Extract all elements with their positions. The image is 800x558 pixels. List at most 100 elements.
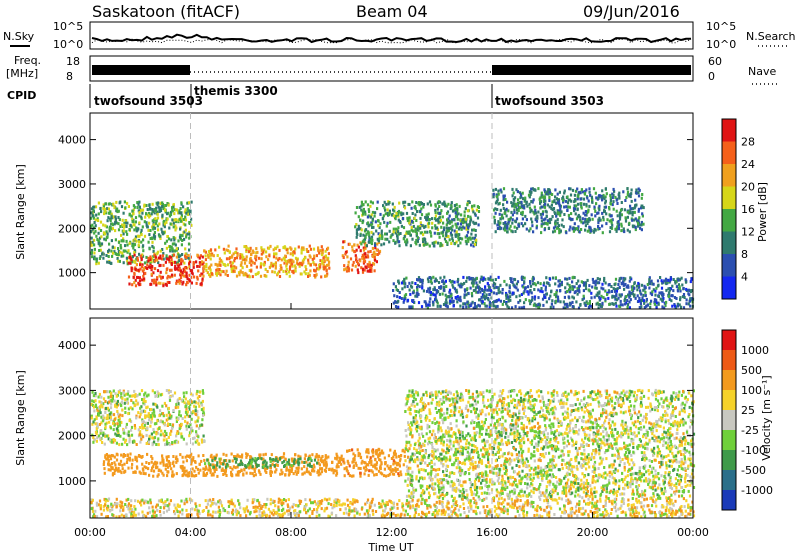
heatmap-cell bbox=[359, 219, 361, 222]
heatmap-cell bbox=[139, 276, 141, 279]
heatmap-cell bbox=[156, 394, 158, 397]
heatmap-cell bbox=[630, 192, 632, 195]
heatmap-cell bbox=[469, 223, 471, 226]
heatmap-cell bbox=[362, 271, 364, 274]
heatmap-cell bbox=[615, 278, 617, 281]
heatmap-cell bbox=[579, 303, 581, 306]
heatmap-cell bbox=[363, 257, 365, 260]
heatmap-cell bbox=[409, 289, 411, 292]
heatmap-cell bbox=[392, 209, 394, 212]
heatmap-cell bbox=[355, 464, 357, 467]
heatmap-cell bbox=[260, 266, 262, 269]
heatmap-cell bbox=[156, 252, 158, 255]
heatmap-cell bbox=[324, 259, 326, 262]
heatmap-cell bbox=[184, 216, 186, 219]
heatmap-cell bbox=[553, 199, 555, 202]
heatmap-cell bbox=[568, 229, 570, 232]
heatmap-cell bbox=[117, 216, 119, 219]
heatmap-cell bbox=[435, 227, 437, 230]
heatmap-cell bbox=[104, 423, 106, 426]
heatmap-cell bbox=[571, 288, 573, 291]
heatmap-cell bbox=[147, 467, 149, 470]
heatmap-cell bbox=[412, 212, 414, 215]
heatmap-cell bbox=[601, 189, 603, 192]
heatmap-cell bbox=[271, 471, 273, 474]
heatmap-cell bbox=[318, 455, 320, 458]
heatmap-cell bbox=[146, 434, 148, 437]
y-tick-label: 2000 bbox=[58, 222, 86, 235]
heatmap-cell bbox=[524, 222, 526, 225]
heatmap-cell bbox=[107, 417, 109, 420]
heatmap-cell bbox=[94, 399, 96, 402]
heatmap-cell bbox=[152, 443, 154, 446]
heatmap-cell bbox=[271, 270, 273, 273]
heatmap-cell bbox=[134, 395, 136, 398]
heatmap-cell bbox=[677, 289, 679, 292]
heatmap-cell bbox=[149, 425, 151, 428]
heatmap-cell bbox=[602, 296, 604, 299]
heatmap-cell bbox=[334, 457, 336, 460]
heatmap-cell bbox=[147, 260, 149, 263]
heatmap-cell bbox=[427, 225, 429, 228]
heatmap-cell bbox=[114, 418, 116, 421]
heatmap-cell bbox=[484, 285, 486, 288]
heatmap-cell bbox=[379, 222, 381, 225]
heatmap-cell bbox=[429, 245, 431, 248]
heatmap-cell bbox=[148, 257, 150, 260]
heatmap-cell bbox=[442, 231, 444, 234]
heatmap-cell bbox=[611, 290, 613, 293]
heatmap-cell bbox=[280, 469, 282, 472]
heatmap-cell bbox=[291, 464, 293, 467]
heatmap-cell bbox=[178, 211, 180, 214]
heatmap-cell bbox=[357, 268, 359, 271]
heatmap-cell bbox=[98, 242, 100, 245]
heatmap-cell bbox=[175, 227, 177, 230]
heatmap-cell bbox=[585, 210, 587, 213]
nsearch-tick-bottom: 10^0 bbox=[706, 38, 736, 51]
heatmap-cell bbox=[641, 197, 643, 200]
heatmap-cell bbox=[598, 205, 600, 208]
heatmap-cell bbox=[229, 460, 231, 463]
heatmap-cell bbox=[403, 299, 405, 302]
heatmap-cell bbox=[672, 289, 674, 292]
heatmap-cell bbox=[497, 190, 499, 193]
heatmap-cell bbox=[232, 261, 234, 264]
heatmap-cell bbox=[336, 466, 338, 469]
colorbar-swatch bbox=[722, 232, 736, 255]
heatmap-cell bbox=[506, 224, 508, 227]
heatmap-cell bbox=[157, 269, 159, 272]
heatmap-cell bbox=[662, 295, 664, 298]
heatmap-cell bbox=[123, 453, 125, 456]
heatmap-cell bbox=[616, 298, 618, 301]
heatmap-cell bbox=[259, 473, 261, 476]
power-y-axis-title: Slant Range [km] bbox=[14, 164, 27, 260]
heatmap-cell bbox=[512, 230, 514, 233]
heatmap-cell bbox=[292, 260, 294, 263]
heatmap-cell bbox=[228, 257, 230, 260]
heatmap-cell bbox=[169, 245, 171, 248]
heatmap-cell bbox=[395, 217, 397, 220]
heatmap-cell bbox=[421, 287, 423, 290]
heatmap-cell bbox=[395, 305, 397, 308]
heatmap-cell bbox=[213, 474, 215, 477]
heatmap-cell bbox=[661, 299, 663, 302]
heatmap-cell bbox=[500, 464, 502, 467]
heatmap-cell bbox=[185, 397, 187, 400]
heatmap-cell bbox=[590, 230, 592, 233]
heatmap-cell bbox=[202, 278, 204, 281]
freq-band-twofsound-1 bbox=[92, 65, 190, 75]
heatmap-cell bbox=[174, 274, 176, 277]
heatmap-cell bbox=[512, 218, 514, 221]
heatmap-cell bbox=[543, 195, 545, 198]
heatmap-cell bbox=[398, 210, 400, 213]
heatmap-cell bbox=[530, 285, 532, 288]
heatmap-cell bbox=[328, 468, 330, 471]
heatmap-cell bbox=[141, 278, 143, 281]
heatmap-cell bbox=[267, 270, 269, 273]
heatmap-cell bbox=[245, 466, 247, 469]
heatmap-cell bbox=[549, 284, 551, 287]
heatmap-cell bbox=[158, 223, 160, 226]
heatmap-cell bbox=[256, 464, 258, 467]
heatmap-cell bbox=[155, 443, 157, 446]
heatmap-cell bbox=[129, 242, 131, 245]
